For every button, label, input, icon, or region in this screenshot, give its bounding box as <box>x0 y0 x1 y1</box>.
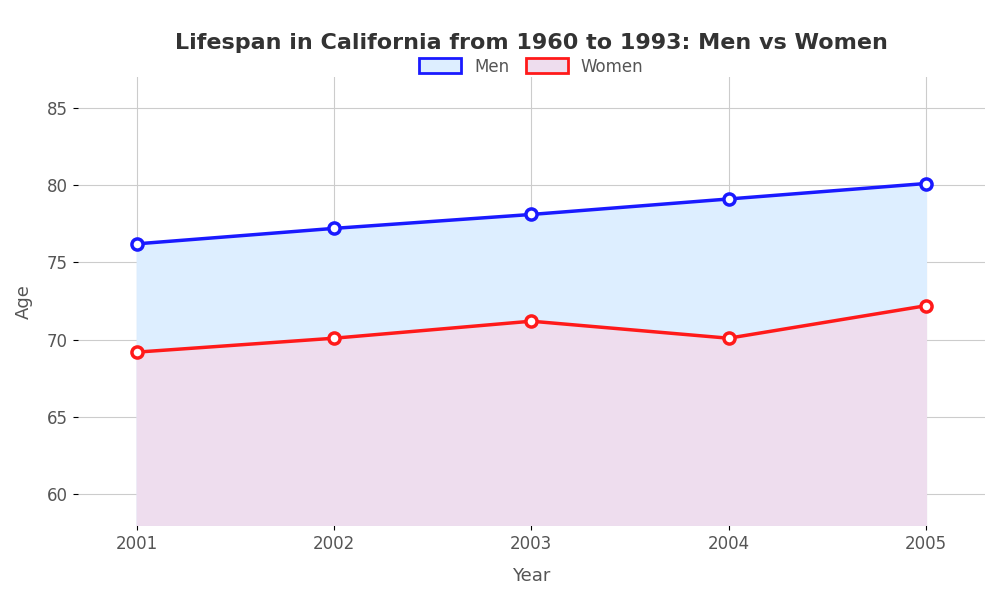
Legend: Men, Women: Men, Women <box>411 49 652 84</box>
X-axis label: Year: Year <box>512 567 550 585</box>
Title: Lifespan in California from 1960 to 1993: Men vs Women: Lifespan in California from 1960 to 1993… <box>175 33 888 53</box>
Y-axis label: Age: Age <box>15 284 33 319</box>
